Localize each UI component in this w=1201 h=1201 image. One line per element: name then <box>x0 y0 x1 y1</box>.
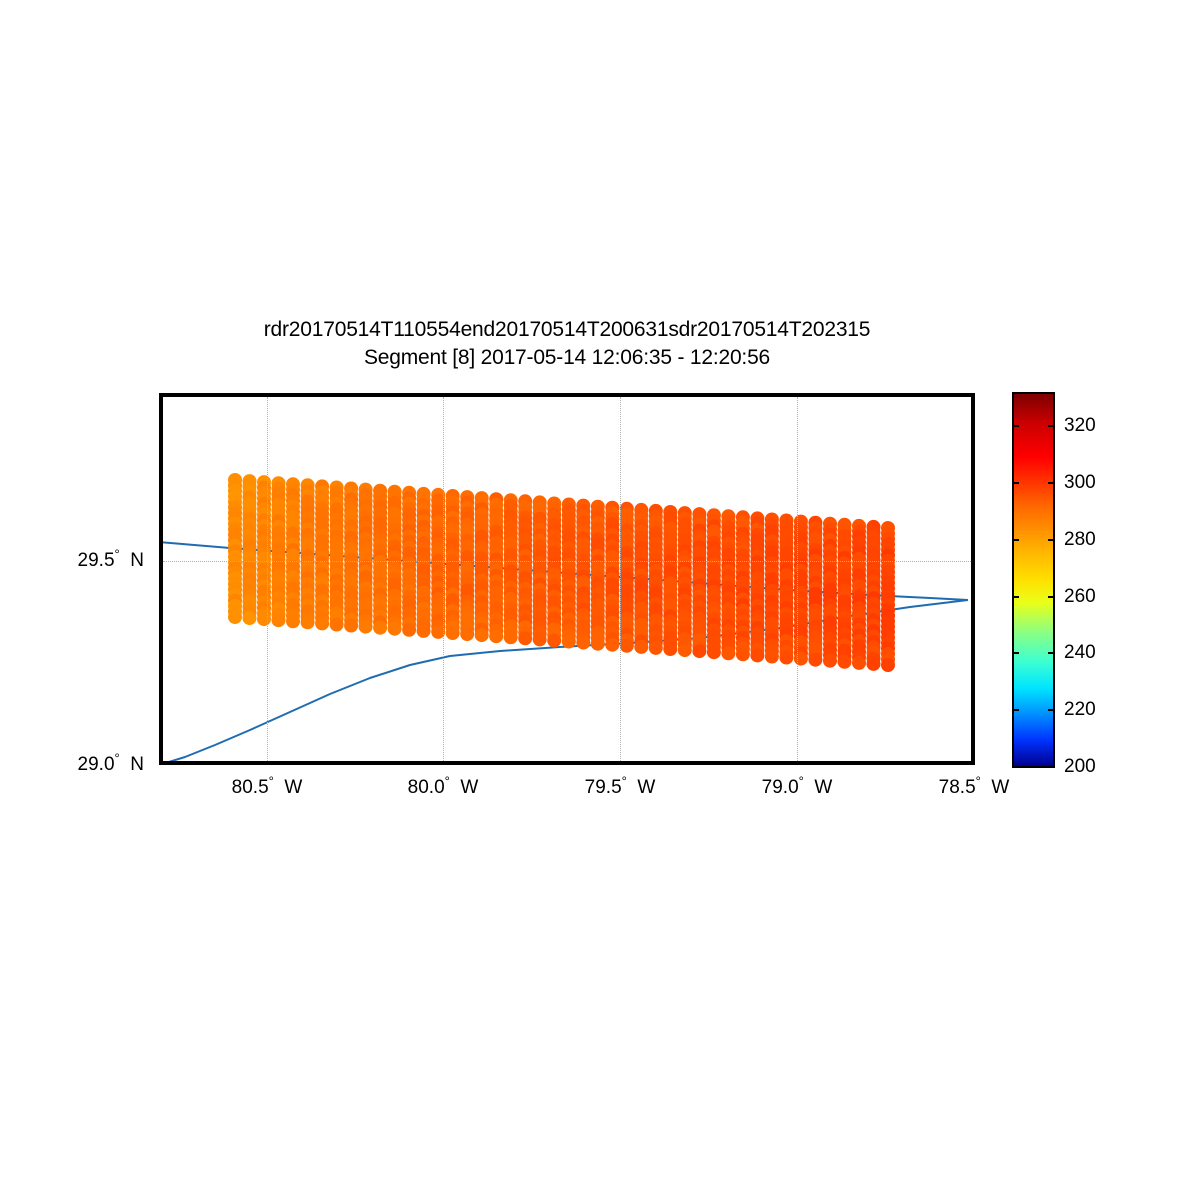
swath-marker <box>373 620 388 635</box>
swath-marker <box>881 658 895 672</box>
swath-marker <box>416 623 431 638</box>
x-tick-78.5: 78.5° W <box>938 773 1010 798</box>
swath-marker <box>460 627 475 642</box>
swath-marker <box>779 650 794 665</box>
swath-marker <box>503 630 518 645</box>
swath-marker <box>721 646 736 661</box>
swath-marker <box>619 638 634 653</box>
colorbar-tick-300: 300 <box>1064 471 1096 493</box>
swath-marker <box>547 633 562 648</box>
swath-marker <box>474 628 489 643</box>
x-tick-79.0: 79.0° W <box>761 773 833 798</box>
swath-marker <box>358 619 373 634</box>
swath-marker <box>808 652 823 667</box>
colorbar-tick-mark-right <box>1048 481 1055 484</box>
gridline-vertical <box>443 397 444 761</box>
swath-marker <box>445 626 460 640</box>
colorbar-tick-320: 320 <box>1064 415 1096 437</box>
swath-marker <box>750 648 765 663</box>
swath-marker-group <box>228 473 895 672</box>
y-tick-29.5: 29.5° N <box>77 546 144 571</box>
swath-marker <box>271 613 286 628</box>
swath-marker <box>431 624 446 639</box>
swath-marker <box>823 653 837 668</box>
swath-marker <box>648 640 663 655</box>
x-tick-79.5: 79.5° W <box>584 773 656 798</box>
y-tick-29.0: 29.0° N <box>77 750 144 775</box>
colorbar-tick-mark-left <box>1012 481 1019 484</box>
swath-marker <box>634 639 649 654</box>
gridline-vertical <box>620 397 621 761</box>
swath-marker <box>852 655 866 670</box>
title-line-1: rdr20170514T110554end20170514T200631sdr2… <box>263 318 871 341</box>
gridline-vertical <box>267 397 268 761</box>
x-tick-80.0: 80.0° W <box>407 773 479 798</box>
swath-marker <box>228 610 242 624</box>
swath-marker <box>489 629 504 644</box>
colorbar-tick-240: 240 <box>1064 642 1096 664</box>
swath-marker <box>532 632 547 647</box>
colorbar-tick-mark-left <box>1012 538 1019 541</box>
colorbar-tick-mark-left <box>1012 425 1019 428</box>
swath-marker <box>300 615 315 630</box>
gridline-vertical <box>797 397 798 761</box>
swath-marker <box>590 636 605 651</box>
colorbar-tick-mark-right <box>1048 595 1055 598</box>
swath-marker <box>315 616 330 631</box>
swath-marker <box>387 621 402 636</box>
x-tick-80.5: 80.5° W <box>231 773 303 798</box>
swath-marker <box>344 618 359 633</box>
colorbar-gradient <box>1012 392 1055 768</box>
swath-marker <box>735 647 750 662</box>
swath-marker <box>692 644 707 659</box>
colorbar[interactable]: 320 300 280 260 240 220 200 <box>1012 392 1096 777</box>
plot-title: rdr20170514T110554end20170514T200631sdr2… <box>159 316 975 372</box>
swath-marker <box>866 656 881 671</box>
colorbar-tick-mark-left <box>1012 652 1019 655</box>
swath-marker <box>677 643 692 658</box>
colorbar-tick-mark-right <box>1048 709 1055 712</box>
title-line-2: Segment [8] 2017-05-14 12:06:35 - 12:20:… <box>363 346 771 369</box>
swath-marker <box>793 651 808 666</box>
map-axes[interactable] <box>159 393 975 765</box>
colorbar-tick-mark-right <box>1048 538 1055 541</box>
swath-marker <box>764 649 779 664</box>
swath-marker <box>605 637 620 652</box>
colorbar-tick-mark-right <box>1048 652 1055 655</box>
swath-marker <box>706 645 721 660</box>
swath-marker <box>257 612 271 627</box>
swath-marker <box>561 634 576 649</box>
swath-marker <box>329 617 344 632</box>
colorbar-tick-mark-left <box>1012 595 1019 598</box>
colorbar-tick-200: 200 <box>1064 756 1096 777</box>
colorbar-tick-280: 280 <box>1064 528 1096 550</box>
gridline-horizontal <box>163 561 971 562</box>
colorbar-tick-260: 260 <box>1064 585 1096 607</box>
colorbar-tick-mark-right <box>1048 425 1055 428</box>
swath-marker <box>837 654 852 669</box>
swath-marker <box>242 611 257 626</box>
scatter-plot-layer <box>163 473 969 761</box>
swath-marker <box>663 642 678 656</box>
colorbar-tick-220: 220 <box>1064 699 1096 721</box>
gridline-vertical <box>974 397 975 761</box>
swath-marker <box>518 631 533 646</box>
colorbar-tick-mark-left <box>1012 709 1019 712</box>
swath-marker <box>286 614 300 629</box>
swath-marker <box>402 622 417 637</box>
swath-marker <box>576 635 591 650</box>
